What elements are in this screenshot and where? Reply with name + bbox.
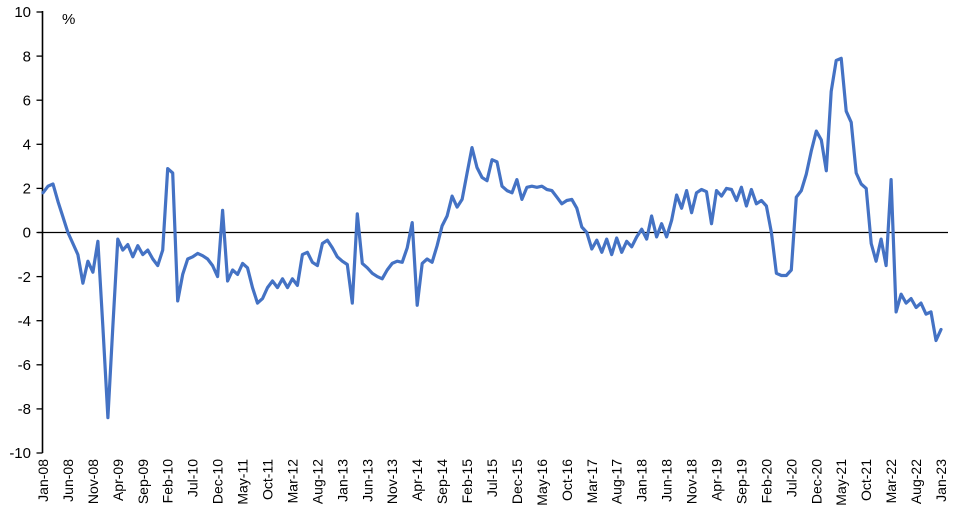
y-tick-label: -4	[18, 313, 31, 330]
x-tick-label: Feb-10	[160, 459, 176, 504]
x-tick-label: Nov-18	[684, 459, 700, 504]
y-tick-label: 2	[23, 181, 31, 198]
x-tick-label: Aug-12	[309, 459, 325, 504]
x-tick-label: Apr-19	[709, 459, 725, 501]
x-tick-label: Sep-09	[135, 459, 151, 504]
y-tick-label: 8	[23, 48, 31, 65]
x-tick-label: Oct-16	[559, 459, 575, 501]
x-tick-label: Nov-08	[85, 459, 101, 504]
x-tick-label: Oct-11	[260, 459, 276, 500]
x-tick-label: Jul-10	[185, 459, 201, 497]
y-axis: 10 8 6 4 2 0 -2 -4 -6 -8 -10	[9, 4, 43, 462]
x-tick-label: Jul-20	[783, 459, 799, 497]
y-tick-label: 10	[14, 4, 31, 21]
x-tick-label: Mar-17	[584, 459, 600, 504]
y-tick-label: -6	[18, 357, 31, 374]
x-tick-label: Oct-21	[858, 459, 874, 501]
x-tick-label: Jun-13	[359, 459, 375, 502]
x-tick-label: Nov-13	[384, 459, 400, 504]
x-tick-label: Mar-12	[284, 459, 300, 504]
x-tick-label: Jan-23	[933, 459, 949, 502]
x-tick-label: Sep-14	[434, 459, 450, 504]
x-tick-label: Dec-10	[210, 459, 226, 504]
x-axis: Jan-08 Jun-08 Nov-08 Apr-09 Sep-09 Feb-10 Jul-…	[35, 459, 949, 506]
x-tick-label: Jan-13	[334, 459, 350, 502]
x-tick-label: Feb-15	[459, 459, 475, 504]
x-tick-label: May-21	[833, 459, 849, 506]
y-tick-label: -10	[9, 445, 31, 462]
y-tick-label: 4	[23, 137, 31, 154]
y-tick-label: -2	[18, 269, 31, 286]
x-tick-label: Aug-17	[609, 459, 625, 504]
x-tick-label: Sep-19	[733, 459, 749, 504]
x-tick-label: Apr-09	[110, 459, 126, 501]
y-tick-label: 6	[23, 92, 31, 109]
x-tick-label: Jun-08	[60, 459, 76, 502]
x-tick-label: Jan-08	[35, 459, 51, 502]
x-tick-label: Jun-18	[659, 459, 675, 502]
x-tick-label: May-11	[235, 459, 251, 505]
x-tick-label: May-16	[534, 459, 550, 506]
x-tick-label: Mar-22	[883, 459, 899, 504]
x-tick-label: Aug-22	[908, 459, 924, 504]
x-tick-label: Jan-18	[634, 459, 650, 502]
x-tick-label: Feb-20	[758, 459, 774, 504]
x-tick-label: Dec-15	[509, 459, 525, 504]
x-tick-label: Jul-15	[484, 459, 500, 497]
x-tick-label: Apr-14	[409, 459, 425, 501]
y-tick-label: -8	[18, 401, 31, 418]
series-line	[41, 56, 943, 420]
unit-label: %	[62, 11, 75, 28]
x-tick-label: Dec-20	[808, 459, 824, 504]
y-tick-label: 0	[23, 225, 31, 242]
